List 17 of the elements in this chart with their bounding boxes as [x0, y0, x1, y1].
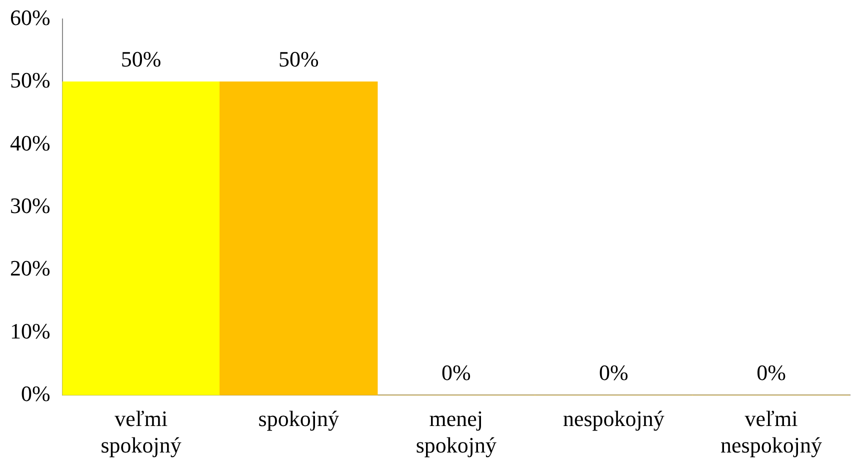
y-tick-label: 20% — [10, 256, 50, 281]
data-label: 0% — [442, 360, 471, 385]
data-label: 0% — [756, 360, 786, 385]
y-tick-label: 50% — [10, 68, 50, 93]
y-tick-label: 40% — [10, 130, 50, 156]
x-tick-label: spokojný — [258, 406, 339, 432]
y-tick-label: 10% — [10, 318, 50, 344]
y-tick-label: 60% — [10, 4, 50, 30]
data-label: 50% — [120, 46, 162, 72]
x-tick-label: menej spokojný — [416, 406, 497, 458]
x-tick-label: nespokojný — [562, 406, 664, 432]
y-tick-label: 30% — [10, 192, 50, 218]
data-label: 50% — [278, 46, 319, 72]
data-label: 0% — [599, 360, 628, 385]
x-tick-label: veľmi nespokojný — [720, 406, 822, 458]
x-tick-label: veľmi spokojný — [100, 406, 182, 458]
y-tick-label: 0% — [21, 380, 50, 406]
